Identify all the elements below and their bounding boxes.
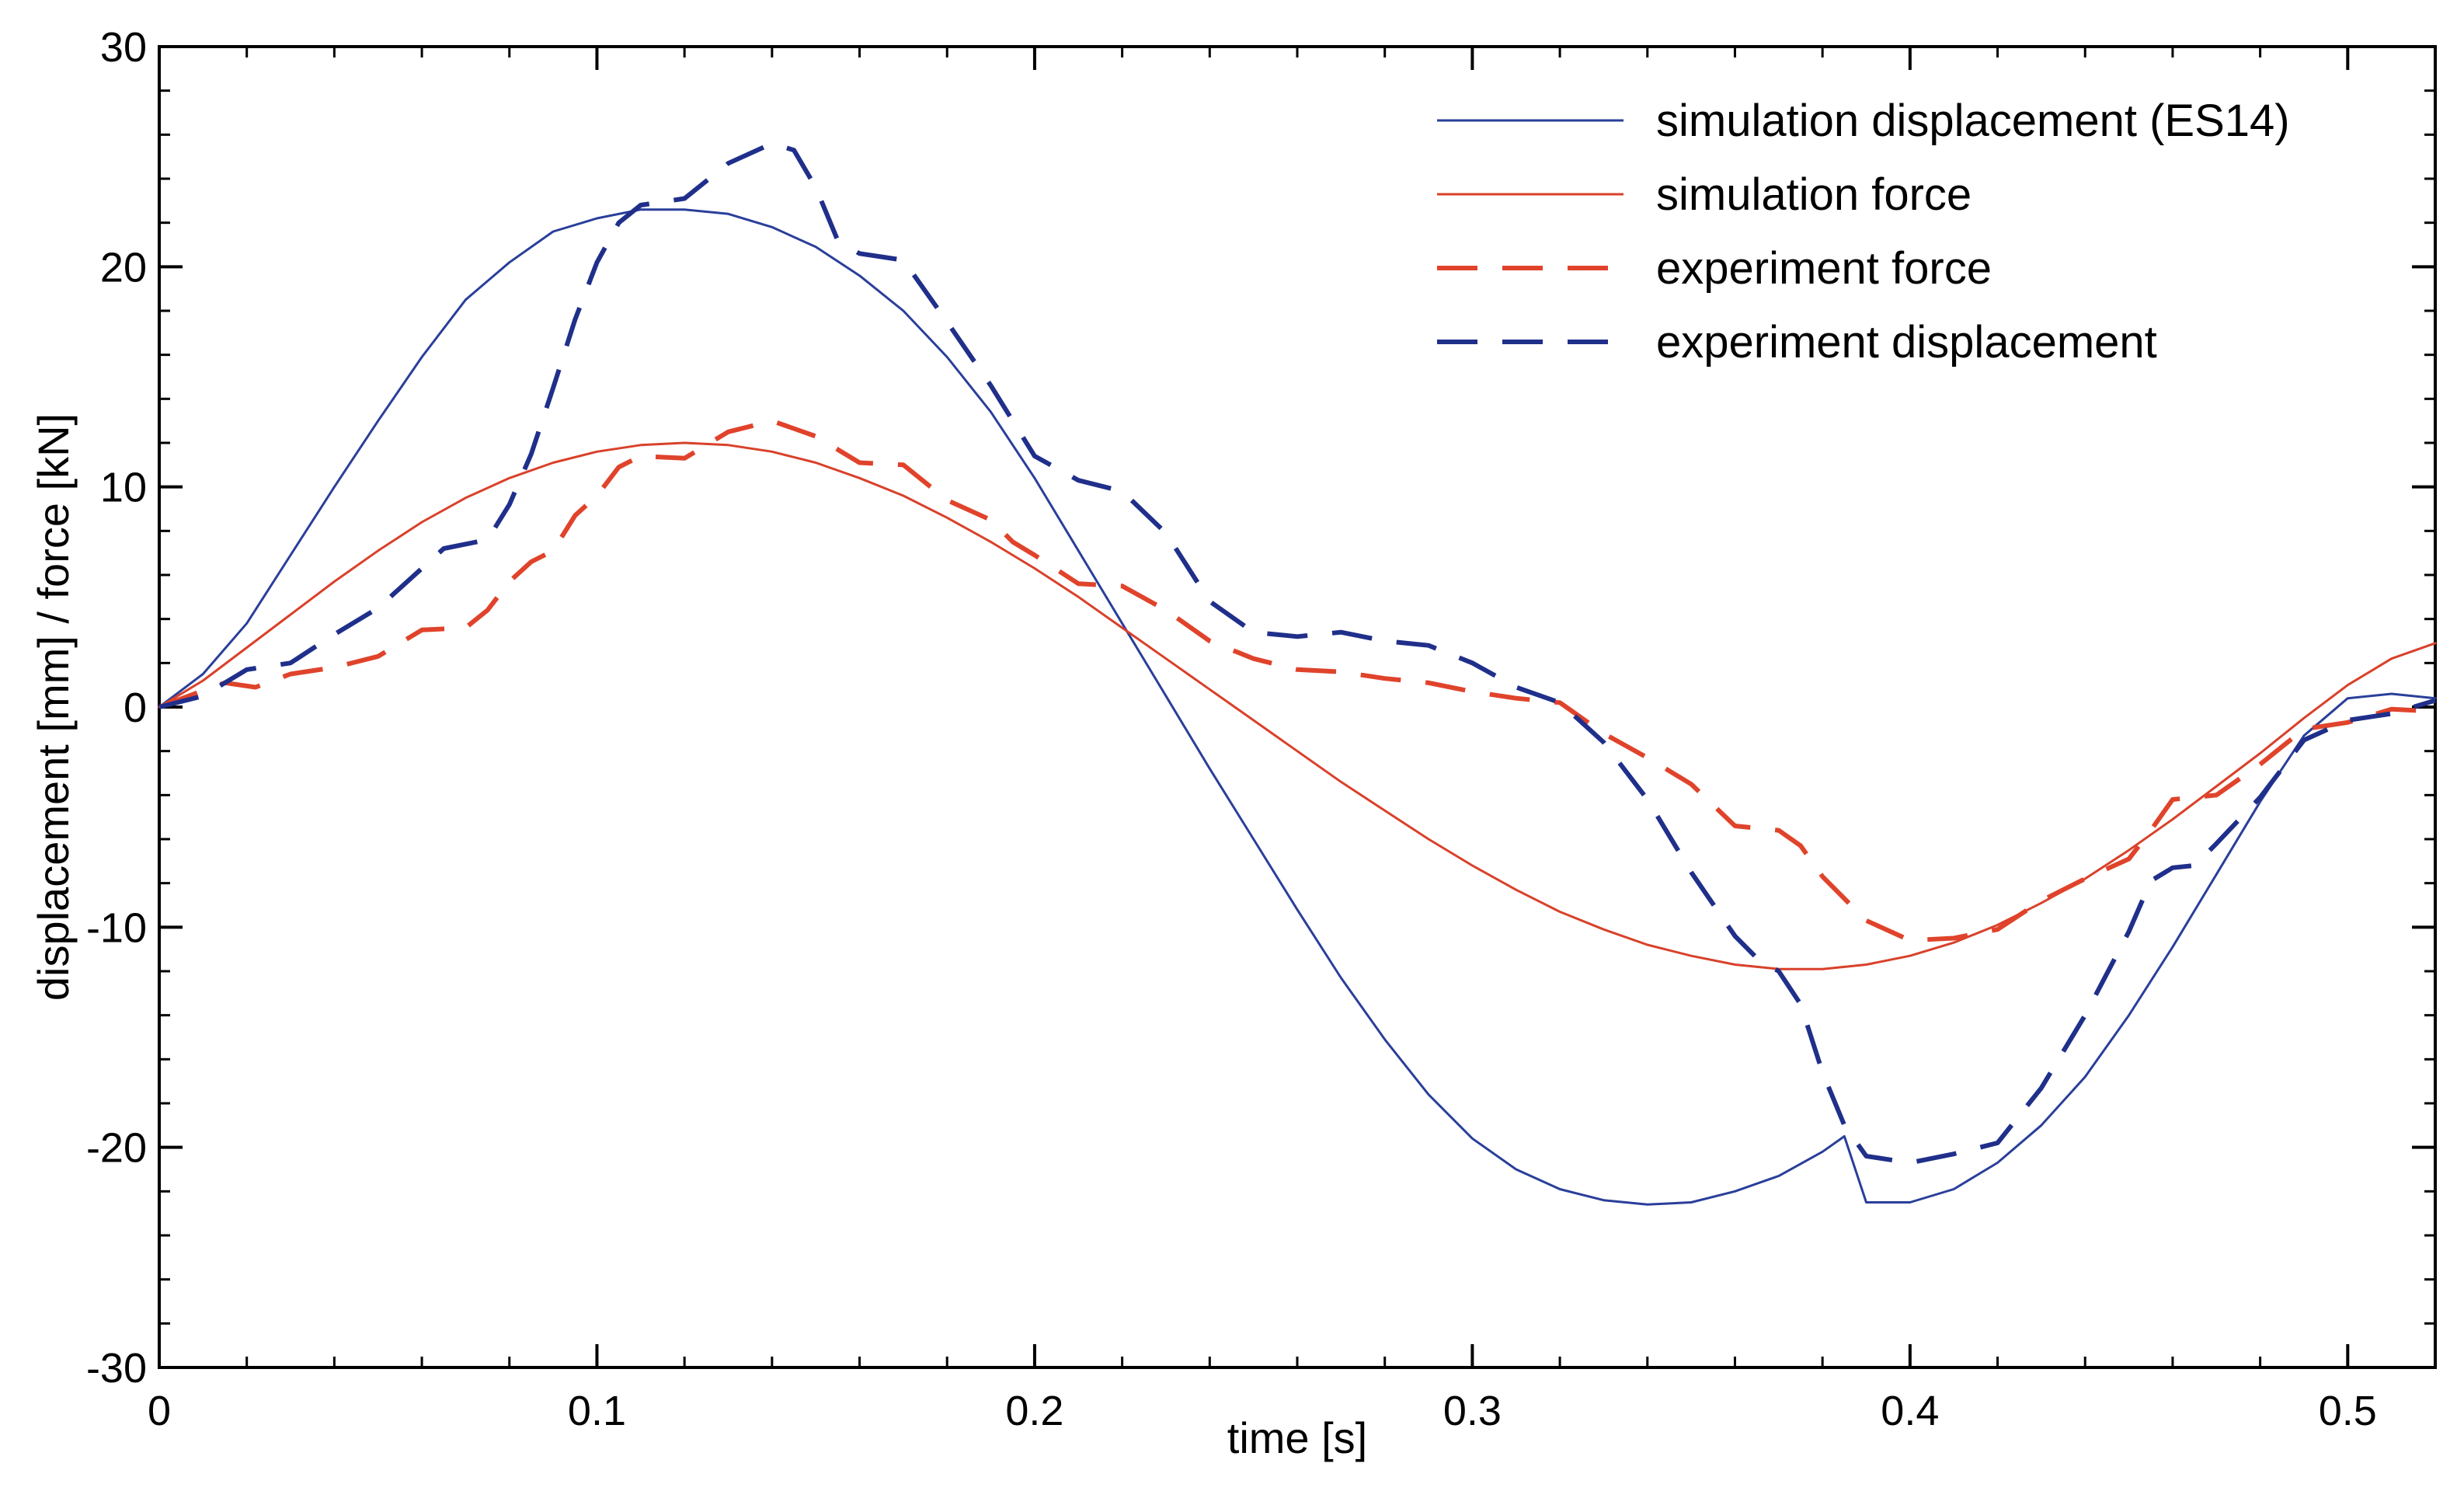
legend-label-2: experiment force <box>1656 243 1992 294</box>
legend-label-3: experiment displacement <box>1656 317 2157 368</box>
x-axis-title: time [s] <box>1227 1413 1367 1462</box>
y-tick-label: -30 <box>86 1345 147 1392</box>
legend-label-1: simulation force <box>1656 169 1972 220</box>
x-tick-label: 0 <box>148 1388 171 1434</box>
y-axis-title: displacement [mm] / force [kN] <box>29 413 78 1001</box>
y-tick-label: -10 <box>86 904 147 951</box>
y-tick-label: 0 <box>124 685 147 731</box>
y-tick-label: 10 <box>100 465 147 511</box>
x-tick-label: 0.4 <box>1881 1388 1939 1434</box>
y-tick-label: -20 <box>86 1125 147 1172</box>
x-tick-label: 0.2 <box>1005 1388 1063 1434</box>
y-tick-label: 30 <box>100 24 147 71</box>
series-lines <box>158 141 2437 1206</box>
y-tick-label: 20 <box>100 244 147 291</box>
y-ticks: -30 -20 -10 0 10 20 30 <box>86 24 2435 1392</box>
series-line-2 <box>158 418 2436 943</box>
legend: simulation displacement (ES14) simulation… <box>1437 96 2290 368</box>
x-tick-label: 0.3 <box>1443 1388 1502 1434</box>
series-line-0 <box>158 208 2437 1206</box>
x-ticks: 0 0.1 0.2 0.3 0.4 0.5 <box>148 47 2437 1434</box>
legend-label-0: simulation displacement (ES14) <box>1656 96 2290 146</box>
series-line-3 <box>158 141 2436 1165</box>
x-tick-label: 0.5 <box>2319 1388 2377 1434</box>
x-tick-label: 0.1 <box>568 1388 626 1434</box>
plot-area-frame <box>158 45 2437 1369</box>
